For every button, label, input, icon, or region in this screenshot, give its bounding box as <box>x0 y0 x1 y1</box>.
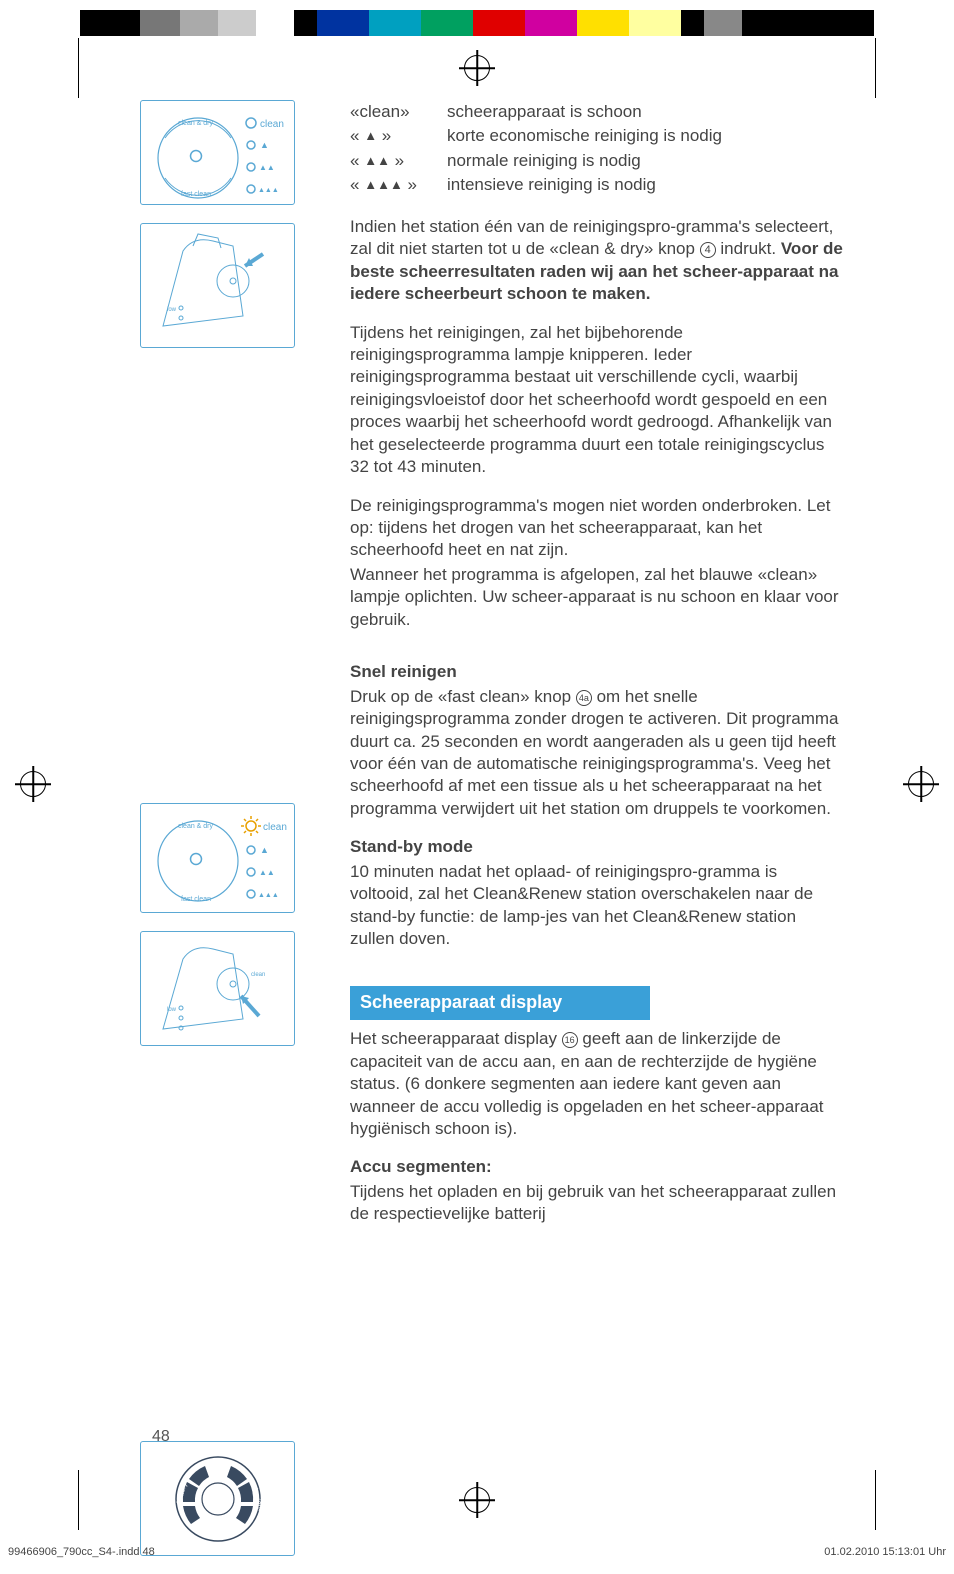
svg-text:▲▲: ▲▲ <box>259 163 275 172</box>
color-bar-segment <box>80 10 140 36</box>
color-bar-segment <box>421 10 473 36</box>
svg-text:▲▲: ▲▲ <box>259 868 275 877</box>
knob-ref-icon: 16 <box>562 1032 578 1048</box>
svg-text:fast clean: fast clean <box>181 896 211 903</box>
illus-clean-done-dial: clean ▲ ▲▲ ▲▲▲ clean & dry fast clean <box>140 803 295 913</box>
svg-text:▲: ▲ <box>260 140 269 150</box>
body-text: indrukt. <box>716 239 781 258</box>
svg-text:low: low <box>167 1007 177 1013</box>
color-bar-segment <box>256 10 294 36</box>
color-bar-segment <box>681 10 704 36</box>
svg-text:▲▲▲: ▲▲▲ <box>258 187 279 194</box>
drop-icon: ▲ <box>390 177 403 192</box>
page-content: clean ▲ ▲▲ ▲▲▲ clean & dry fast clean <box>80 100 874 1468</box>
svg-text:▲: ▲ <box>260 845 269 855</box>
body-text: De reinigingsprogramma's mogen niet word… <box>350 496 830 560</box>
subheading: Stand-by mode <box>350 836 844 858</box>
status-key: « ▲▲▲ » <box>350 173 447 197</box>
paragraph: De reinigingsprogramma's mogen niet word… <box>350 495 844 562</box>
svg-text:fast clean: fast clean <box>181 191 211 198</box>
drop-icon: ▲ <box>377 153 390 168</box>
color-bar-segment <box>140 10 180 36</box>
crop-mark <box>78 38 79 98</box>
paragraph: Indien het station één van de reinigings… <box>350 216 844 306</box>
body-text: om het snelle reinigingsprogramma zonder… <box>350 687 839 818</box>
svg-text:clean: clean <box>263 822 287 833</box>
svg-text:clean & dry: clean & dry <box>178 823 214 830</box>
body-text: Tijdens het opladen en bij gebruik van h… <box>350 1182 836 1223</box>
crop-mark <box>78 1470 79 1530</box>
print-color-bar <box>80 10 874 36</box>
status-value: normale reiniging is nodig <box>447 149 722 173</box>
body-text: Druk op de «fast clean» knop <box>350 687 576 706</box>
registration-mark-icon <box>20 771 46 797</box>
status-row: « ▲▲▲ »intensieve reiniging is nodig <box>350 173 722 197</box>
color-bar-segment <box>369 10 421 36</box>
illus-clean-dry-dial: clean ▲ ▲▲ ▲▲▲ clean & dry fast clean <box>140 100 295 205</box>
status-value: scheerapparaat is schoon <box>447 100 722 124</box>
illus-station-press: low <box>140 223 295 348</box>
registration-mark-icon <box>464 1487 490 1513</box>
status-row: « ▲▲ »normale reiniging is nodig <box>350 149 722 173</box>
color-bar-segment <box>294 10 317 36</box>
color-bar-segment <box>317 10 369 36</box>
drop-icon: ▲ <box>364 153 377 168</box>
illus-shaver-display: battery hygiene <box>140 1441 295 1556</box>
svg-text:▲▲▲: ▲▲▲ <box>258 892 279 899</box>
knob-ref-icon: 4a <box>576 690 592 706</box>
drop-icon: ▲ <box>377 177 390 192</box>
crop-mark <box>875 1470 876 1530</box>
subheading: Accu segmenten: <box>350 1156 844 1178</box>
color-bar-segment <box>180 10 218 36</box>
subheading: Snel reinigen <box>350 661 844 683</box>
svg-text:low: low <box>167 307 177 313</box>
color-bar-segment <box>218 10 256 36</box>
paragraph: Druk op de «fast clean» knop 4a om het s… <box>350 686 844 821</box>
svg-text:clean: clean <box>251 972 265 978</box>
status-key: «clean» <box>350 100 447 124</box>
paragraph: 10 minuten nadat het oplaad- of reinigin… <box>350 861 844 951</box>
illustration-column: clean ▲ ▲▲ ▲▲▲ clean & dry fast clean <box>140 100 310 1574</box>
body-text: Het scheerapparaat display <box>350 1029 562 1048</box>
svg-text:clean: clean <box>260 119 284 130</box>
status-key: « ▲ » <box>350 124 447 148</box>
page-number: 48 <box>152 1428 170 1446</box>
registration-mark-icon <box>908 771 934 797</box>
illus-station-fast-clean: low clean <box>140 931 295 1046</box>
body-text: 10 minuten nadat het oplaad- of reinigin… <box>350 862 813 948</box>
drop-icon: ▲ <box>364 128 377 143</box>
paragraph: Het scheerapparaat display 16 geeft aan … <box>350 1028 844 1140</box>
clean-status-table: «clean»scheerapparaat is schoon« ▲ »kort… <box>350 100 722 198</box>
color-bar-segment <box>704 10 742 36</box>
knob-ref-icon: 4 <box>700 242 716 258</box>
status-value: intensieve reiniging is nodig <box>447 173 722 197</box>
status-row: «clean»scheerapparaat is schoon <box>350 100 722 124</box>
color-bar-segment <box>577 10 629 36</box>
crop-mark <box>875 38 876 98</box>
paragraph: Tijdens het reinigingen, zal het bijbeho… <box>350 322 844 479</box>
color-bar-segment <box>525 10 577 36</box>
drop-icon: ▲ <box>364 177 377 192</box>
status-row: « ▲ »korte economische reiniging is nodi… <box>350 124 722 148</box>
registration-mark-icon <box>464 55 490 81</box>
paragraph: Tijdens het opladen en bij gebruik van h… <box>350 1181 844 1226</box>
footer-timestamp: 01.02.2010 15:13:01 Uhr <box>824 1546 946 1558</box>
status-value: korte economische reiniging is nodig <box>447 124 722 148</box>
print-footer: 99466906_790cc_S4-.indd 48 01.02.2010 15… <box>0 1546 954 1558</box>
status-key: « ▲▲ » <box>350 149 447 173</box>
color-bar-segment <box>473 10 525 36</box>
section-heading: Scheerapparaat display <box>350 986 650 1020</box>
body-text: Tijdens het reinigingen, zal het bijbeho… <box>350 323 832 477</box>
svg-text:clean & dry: clean & dry <box>178 120 214 127</box>
text-column: «clean»scheerapparaat is schoon« ▲ »kort… <box>350 100 844 1226</box>
color-bar-segment <box>629 10 681 36</box>
paragraph: Wanneer het programma is afgelopen, zal … <box>350 564 844 631</box>
body-text: Wanneer het programma is afgelopen, zal … <box>350 565 839 629</box>
footer-filename: 99466906_790cc_S4-.indd 48 <box>8 1546 155 1558</box>
